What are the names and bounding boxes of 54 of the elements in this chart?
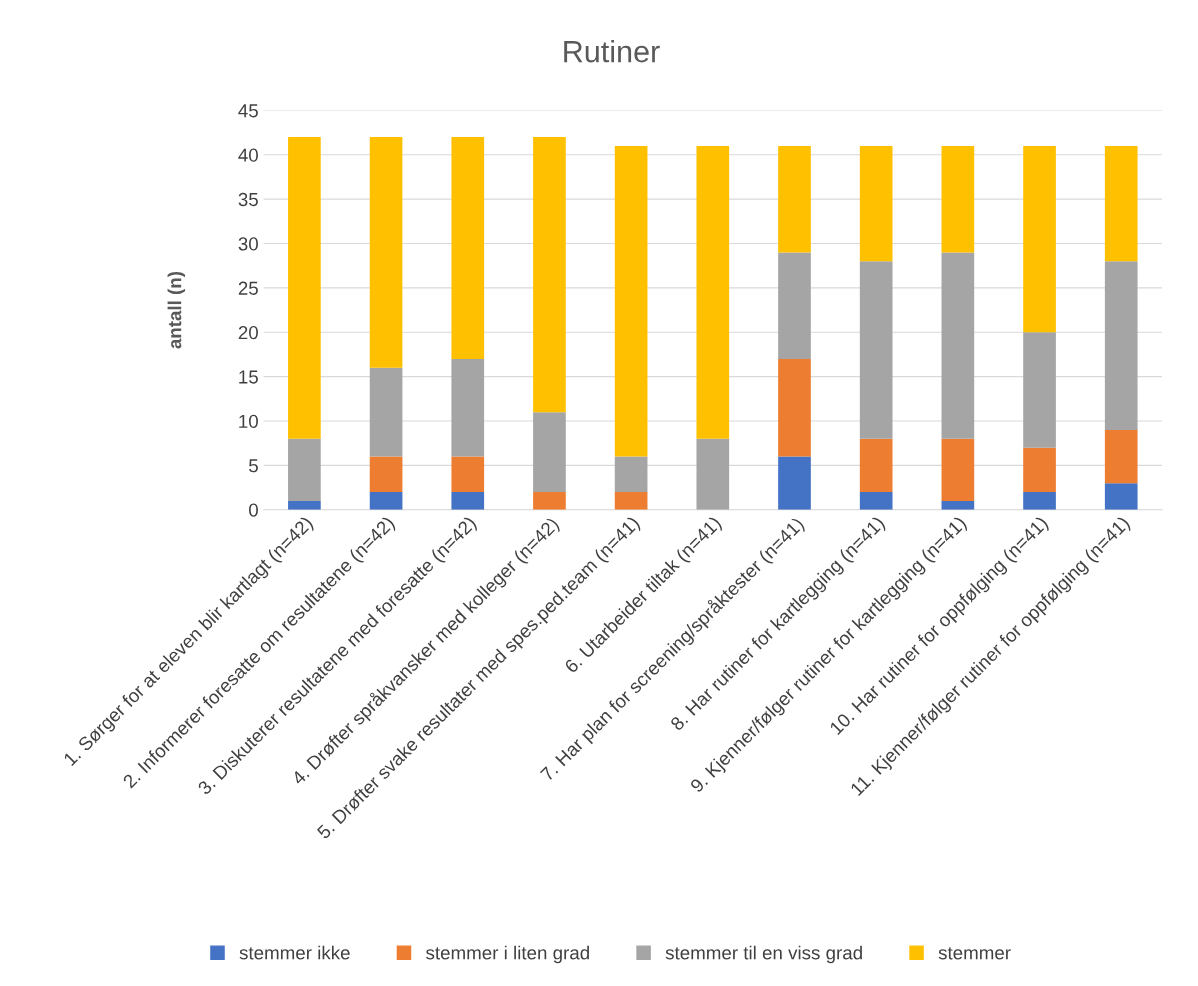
bar bbox=[451, 456, 485, 493]
bar bbox=[696, 438, 730, 510]
bar bbox=[778, 358, 811, 457]
bar bbox=[1023, 145, 1056, 333]
bar bbox=[859, 261, 893, 439]
bar bbox=[614, 145, 648, 457]
bar bbox=[533, 412, 566, 493]
bar bbox=[614, 492, 648, 510]
y-tick-label: 20 bbox=[238, 325, 258, 340]
y-tick-label: 5 bbox=[249, 459, 258, 473]
bar bbox=[533, 137, 566, 413]
y-tick-label: 25 bbox=[238, 281, 258, 295]
bar bbox=[1023, 332, 1056, 448]
bar bbox=[941, 252, 975, 439]
bar bbox=[451, 137, 485, 359]
y-tick-label: 15 bbox=[239, 370, 258, 384]
y-tick-label: 30 bbox=[238, 237, 258, 251]
bar bbox=[369, 456, 403, 493]
bar bbox=[1104, 429, 1138, 484]
bar bbox=[778, 252, 811, 359]
bar bbox=[288, 137, 321, 439]
bar bbox=[1023, 492, 1056, 510]
bar bbox=[288, 438, 321, 501]
bar bbox=[369, 492, 403, 510]
bar bbox=[451, 492, 485, 510]
bar bbox=[369, 137, 403, 368]
bar bbox=[941, 145, 975, 253]
bar bbox=[778, 456, 811, 510]
bar bbox=[1104, 483, 1138, 510]
bar bbox=[1023, 447, 1056, 493]
bar bbox=[859, 438, 893, 493]
legend-label: stemmer ikke bbox=[239, 945, 350, 960]
bar bbox=[451, 358, 485, 457]
bar bbox=[533, 492, 566, 510]
bar bbox=[941, 438, 975, 501]
y-tick-label: 40 bbox=[238, 148, 258, 162]
bar bbox=[369, 367, 403, 457]
legend-label: stemmer til en viss grad bbox=[665, 945, 862, 964]
legend-label: stemmer i liten grad bbox=[426, 945, 589, 964]
chart-title: Rutiner bbox=[564, 39, 660, 63]
bar bbox=[696, 145, 730, 439]
bar bbox=[859, 145, 893, 262]
y-tick-label: 0 bbox=[249, 503, 258, 517]
bar bbox=[778, 145, 811, 253]
y-axis-title: antall (n) bbox=[167, 271, 186, 349]
y-tick-label: 10 bbox=[239, 414, 258, 428]
y-tick-label: 35 bbox=[238, 192, 258, 207]
y-tick-label: 45 bbox=[238, 104, 258, 118]
bar bbox=[288, 500, 321, 510]
bar bbox=[1104, 261, 1138, 430]
bar bbox=[1104, 145, 1138, 262]
legend-label: stemmer bbox=[938, 947, 1011, 960]
bar bbox=[859, 492, 893, 510]
bar bbox=[614, 456, 648, 493]
